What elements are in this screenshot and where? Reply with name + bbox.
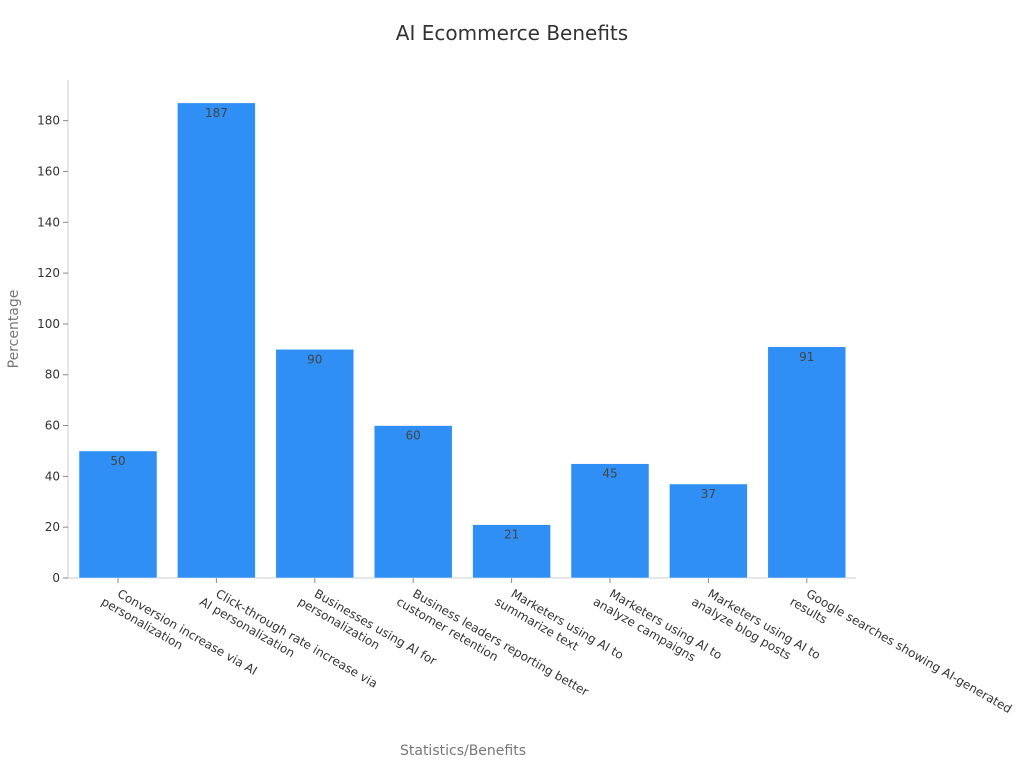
y-tick-label: 60 <box>45 419 60 433</box>
y-tick-label: 0 <box>52 571 60 585</box>
bar-value-label: 187 <box>205 106 228 120</box>
y-axis: 0 20 40 60 80 100 120 140 160 180 <box>37 80 69 585</box>
data-labels-group: 50 187 90 60 21 45 37 91 <box>110 106 814 542</box>
x-tick-label: Marketers using AI tosummarize text <box>492 581 626 675</box>
x-axis-title: Statistics/Benefits <box>400 743 526 759</box>
bar-value-label: 45 <box>602 467 617 481</box>
category-labels-group: Conversion increase via AIpersonalizatio… <box>99 581 1015 729</box>
x-axis <box>68 577 856 583</box>
x-tick-label: Marketers using AI toanalyze blog posts <box>689 581 823 675</box>
bars-group <box>78 102 847 579</box>
bar <box>472 524 551 579</box>
y-tick-label: 80 <box>45 368 60 382</box>
bar-value-label: 91 <box>799 350 814 364</box>
bar-value-label: 21 <box>504 528 519 542</box>
bar <box>570 463 650 579</box>
y-tick-label: 100 <box>37 317 60 331</box>
bar <box>275 349 355 579</box>
y-tick-label: 120 <box>37 266 60 280</box>
bar-value-label: 37 <box>701 487 716 501</box>
bar <box>669 483 748 579</box>
y-tick-label: 180 <box>37 114 60 128</box>
y-tick-label: 40 <box>45 469 60 483</box>
x-tick-label: Marketers using AI toanalyze campaigns <box>591 581 725 675</box>
y-tick-label: 140 <box>37 215 60 229</box>
bar <box>373 425 453 579</box>
y-axis-title: Percentage <box>6 290 22 369</box>
y-tick-label: 160 <box>37 164 60 178</box>
chart-title: AI Ecommerce Benefits <box>396 21 628 45</box>
bar <box>767 346 847 579</box>
bar-value-label: 90 <box>307 352 322 366</box>
bar-value-label: 60 <box>406 429 421 443</box>
x-tick-label: Click-through rate increase viaAI person… <box>197 581 380 703</box>
bar <box>78 450 158 579</box>
y-tick-label: 20 <box>45 520 60 534</box>
bar <box>177 102 256 579</box>
x-tick-label: Google searches showing AI-generatedresu… <box>788 581 1015 729</box>
bar-value-label: 50 <box>110 454 125 468</box>
